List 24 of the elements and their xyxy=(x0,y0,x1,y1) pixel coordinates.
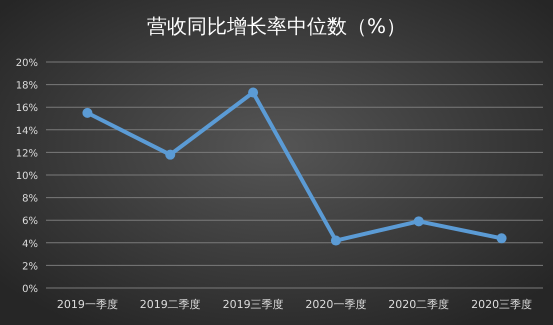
y-tick-label: 18% xyxy=(16,80,38,92)
x-tick-label: 2020一季度 xyxy=(305,298,366,311)
point xyxy=(414,216,424,226)
point xyxy=(248,88,258,98)
point xyxy=(330,236,341,246)
x-tick-label: 2019二季度 xyxy=(140,298,201,311)
y-tick-label: 12% xyxy=(16,148,38,160)
x-tick-label: 2020二季度 xyxy=(388,298,450,311)
x-tick-label: 2020三季度 xyxy=(471,298,532,311)
y-tick-label: 0% xyxy=(22,284,38,295)
y-tick-label: 14% xyxy=(16,126,38,137)
y-tick-label: 10% xyxy=(16,171,38,182)
y-tick-label: 4% xyxy=(22,238,38,250)
y-tick-label: 2% xyxy=(22,261,38,272)
y-tick-label: 8% xyxy=(22,194,38,205)
y-tick-label: 6% xyxy=(22,216,38,228)
chart-title: 营收同比增长率中位数（%） xyxy=(146,14,406,38)
y-tick-label: 20% xyxy=(16,58,38,69)
x-tick-label: 2019三季度 xyxy=(222,298,284,311)
point xyxy=(82,108,92,118)
y-tick-label: 16% xyxy=(16,103,38,114)
point xyxy=(165,150,176,160)
x-tick-label: 2019一季度 xyxy=(56,298,118,311)
point xyxy=(496,233,507,244)
